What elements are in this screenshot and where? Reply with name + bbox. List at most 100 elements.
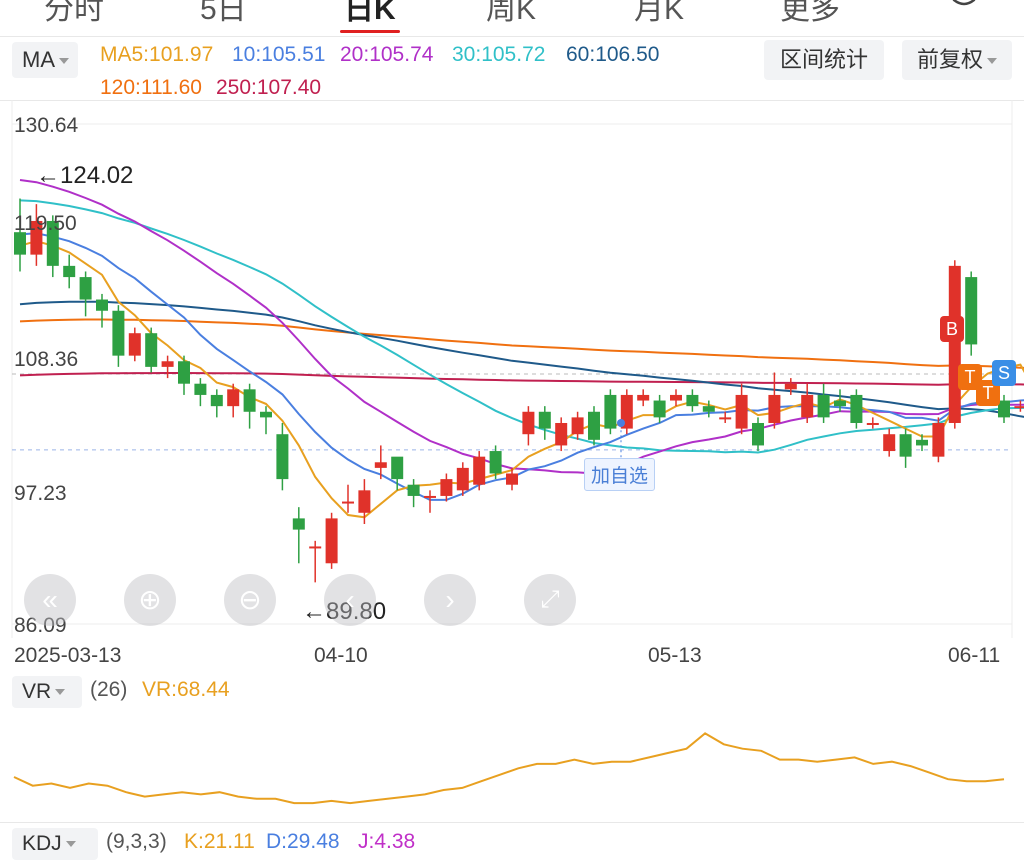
chevron-down-icon bbox=[59, 58, 69, 65]
ma250-value: 250:107.40 bbox=[216, 76, 322, 99]
candle-body bbox=[194, 383, 207, 395]
tab-intraday[interactable]: 分时 bbox=[44, 0, 104, 26]
candle-body bbox=[719, 417, 732, 420]
divider bbox=[0, 36, 1024, 37]
buy-signal-badge[interactable]: B bbox=[940, 316, 964, 342]
tab-weekly-k[interactable]: 周K bbox=[486, 0, 537, 26]
candle-body bbox=[817, 394, 830, 418]
candle-body bbox=[30, 220, 43, 255]
vr-indicator-select[interactable]: VR bbox=[12, 676, 82, 708]
candle-body bbox=[145, 333, 158, 367]
candle-body bbox=[883, 434, 896, 452]
kdj-select-label: KDJ bbox=[22, 832, 62, 855]
candle-body bbox=[506, 473, 518, 485]
tab-monthly-k[interactable]: 月K bbox=[634, 0, 685, 26]
candle-body bbox=[686, 394, 699, 407]
candle-body bbox=[784, 383, 797, 390]
tab-more[interactable]: 更多 bbox=[780, 0, 840, 26]
settings-icon[interactable] bbox=[946, 0, 982, 16]
candle-body bbox=[424, 495, 436, 498]
candle-body bbox=[63, 265, 76, 278]
ma30-value: 30:105.72 bbox=[452, 43, 546, 66]
y-tick-label: 119.50 bbox=[14, 212, 77, 235]
ma60-line bbox=[19, 300, 1024, 418]
candle-body bbox=[932, 422, 945, 457]
candle-body bbox=[571, 417, 584, 435]
candle-body bbox=[456, 467, 469, 491]
adjust-select[interactable]: 前复权 bbox=[902, 40, 1012, 80]
adjust-select-label: 前复权 bbox=[916, 47, 983, 72]
add-watchlist-tag[interactable]: 加自选 bbox=[584, 458, 656, 491]
fullscreen-button[interactable]: ⤢ bbox=[524, 574, 576, 626]
candle-body bbox=[178, 361, 190, 384]
candle-body bbox=[899, 434, 912, 457]
candle-body bbox=[653, 400, 666, 418]
candle-body bbox=[866, 422, 879, 425]
candle-body bbox=[128, 333, 141, 356]
vr-param: (26) bbox=[90, 678, 128, 701]
next-button[interactable]: › bbox=[424, 574, 476, 626]
candle-body bbox=[161, 361, 174, 367]
vr-line bbox=[13, 732, 1005, 805]
marker-dot bbox=[617, 418, 625, 427]
candle-body bbox=[588, 411, 600, 440]
ma5-value: MA5:101.97 bbox=[100, 43, 214, 66]
tab-5day[interactable]: 5日 bbox=[200, 0, 247, 26]
kdj-d-value: D:29.48 bbox=[266, 830, 340, 853]
ma10-line bbox=[19, 232, 1024, 501]
candle-body bbox=[440, 479, 453, 496]
divider bbox=[0, 100, 1024, 101]
candle-body bbox=[965, 277, 978, 345]
candle-body bbox=[260, 411, 272, 418]
kdj-k-value: K:21.11 bbox=[184, 830, 255, 853]
chevron-down-icon bbox=[65, 841, 76, 848]
sell-signal-badge[interactable]: S bbox=[992, 360, 1016, 386]
candle-body bbox=[46, 220, 59, 266]
candle-body bbox=[489, 451, 502, 474]
rewind-button[interactable]: « bbox=[24, 574, 76, 626]
active-tab-indicator bbox=[340, 30, 400, 33]
vr-chart bbox=[13, 732, 1005, 805]
candle-body bbox=[292, 518, 305, 530]
candle-body bbox=[227, 389, 240, 407]
kdj-j-value: J:4.38 bbox=[358, 830, 416, 853]
candle-body bbox=[702, 406, 715, 412]
candle-body bbox=[276, 434, 289, 480]
vr-value: VR:68.44 bbox=[142, 678, 230, 701]
candle-body bbox=[916, 439, 928, 446]
x-tick-label: 06-11 bbox=[948, 644, 1001, 667]
kdj-indicator-select[interactable]: KDJ bbox=[12, 828, 98, 860]
ma20-line bbox=[19, 179, 1024, 475]
zoom-in-button[interactable]: ⊕ bbox=[124, 574, 176, 626]
candle-body bbox=[604, 394, 617, 429]
x-tick-label: 04-10 bbox=[314, 644, 368, 667]
tab-daily-k[interactable]: 日K bbox=[344, 0, 396, 26]
ma250-line bbox=[19, 372, 1024, 386]
ma30-line bbox=[19, 199, 1024, 454]
candle-body bbox=[374, 462, 387, 468]
x-tick-label: 05-13 bbox=[648, 644, 702, 667]
ma-indicator-select[interactable]: MA bbox=[12, 42, 78, 78]
candle-body bbox=[538, 411, 551, 429]
ma10-value: 10:105.51 bbox=[232, 43, 326, 66]
high-price-marker: ←124.02 bbox=[36, 162, 134, 189]
candle-body bbox=[79, 277, 92, 300]
range-stats-button[interactable]: 区间统计 bbox=[764, 40, 884, 80]
candle-body bbox=[112, 310, 125, 356]
zoom-out-button[interactable]: ⊖ bbox=[224, 574, 276, 626]
candle-body bbox=[473, 456, 486, 485]
candle-body bbox=[14, 232, 26, 255]
candle-body bbox=[391, 456, 404, 480]
ma20-value: 20:105.74 bbox=[340, 43, 434, 66]
candle-body bbox=[358, 490, 371, 513]
candle-body bbox=[948, 265, 961, 423]
candle-body bbox=[210, 394, 223, 407]
period-tabs: 分时 5日 日K 周K 月K 更多 bbox=[0, 0, 1024, 36]
candle-body bbox=[801, 394, 814, 418]
low-price-marker: ←89.80 bbox=[302, 598, 387, 625]
candlestick-chart[interactable] bbox=[0, 100, 1024, 640]
candle-body bbox=[342, 501, 354, 504]
candle-body bbox=[96, 299, 108, 311]
prev-button[interactable]: ‹ bbox=[324, 574, 376, 626]
candle-body bbox=[407, 484, 420, 496]
